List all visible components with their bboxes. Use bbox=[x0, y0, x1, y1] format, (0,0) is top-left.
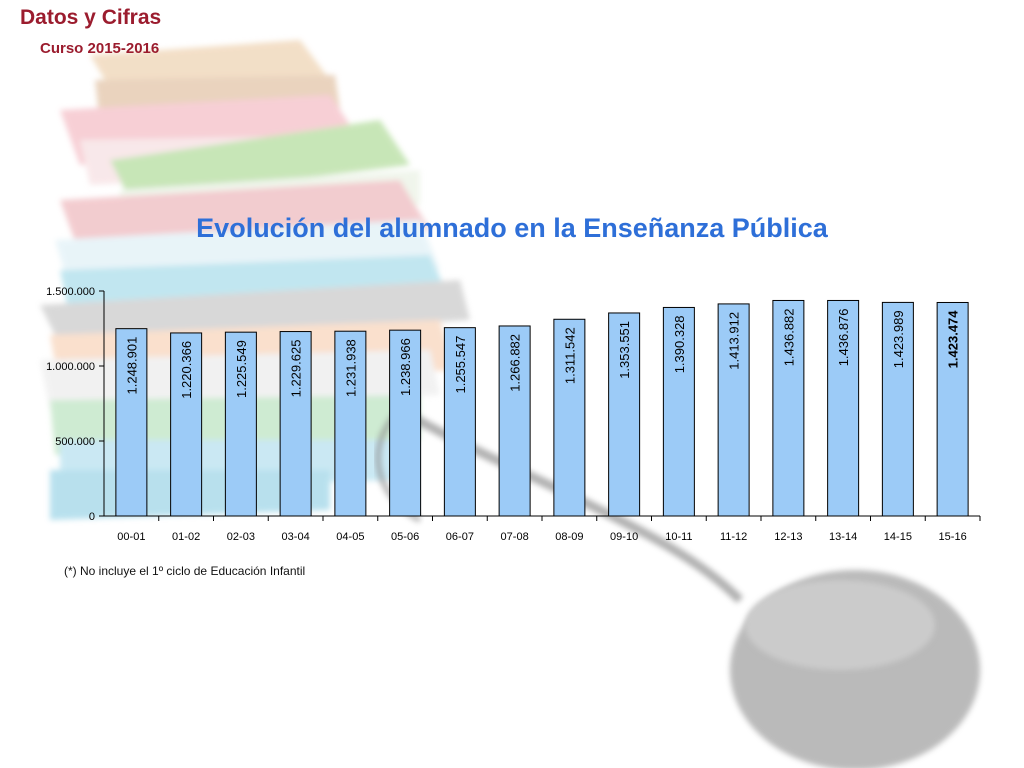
bar-05-06 bbox=[389, 329, 422, 517]
x-tick-label: 13-14 bbox=[829, 531, 857, 543]
x-tick-label: 07-08 bbox=[501, 531, 529, 543]
value-label: 1.311.542 bbox=[562, 327, 577, 384]
value-label: 1.423.989 bbox=[891, 310, 906, 368]
chart-title: Evolución del alumnado en la Enseñanza P… bbox=[196, 213, 828, 243]
bar-10-11 bbox=[662, 306, 695, 517]
x-tick-label: 03-04 bbox=[282, 531, 310, 543]
x-tick-label: 10-11 bbox=[665, 531, 692, 543]
value-label: 1.255.547 bbox=[453, 336, 468, 394]
x-tick-label: 05-06 bbox=[391, 531, 419, 543]
bar-01-02 bbox=[170, 332, 203, 517]
x-axis: 00-01 01-02 02-03 03-04 04-05 05-06 06-07 07-08… bbox=[104, 515, 981, 543]
y-tick-label: 0 bbox=[89, 511, 95, 523]
y-axis: 0 500.000 1.000.000 1.500.000 bbox=[46, 286, 105, 523]
bar-06-07 bbox=[443, 327, 476, 517]
value-label: 1.423.474 bbox=[946, 310, 961, 369]
x-tick-label: 15-16 bbox=[939, 531, 967, 543]
x-tick-label: 02-03 bbox=[227, 531, 255, 543]
bar-02-03 bbox=[224, 331, 257, 517]
bar-08-09 bbox=[553, 318, 586, 517]
bar-03-04 bbox=[279, 331, 312, 517]
value-label: 1.413.912 bbox=[727, 312, 742, 370]
x-tick-label: 11-12 bbox=[720, 531, 747, 543]
value-label: 1.436.882 bbox=[781, 308, 796, 366]
x-tick-label: 14-15 bbox=[884, 531, 912, 543]
x-tick-label: 06-07 bbox=[446, 531, 474, 543]
value-label: 1.353.551 bbox=[617, 321, 632, 379]
bar-13-14 bbox=[827, 299, 860, 517]
x-tick-label: 09-10 bbox=[610, 531, 638, 543]
header-subtitle: Curso 2015-2016 bbox=[40, 40, 160, 57]
y-tick-label: 1.000.000 bbox=[46, 361, 95, 373]
value-label: 1.229.625 bbox=[289, 340, 304, 398]
x-tick-label: 00-01 bbox=[117, 531, 145, 543]
y-tick-label: 1.500.000 bbox=[46, 286, 95, 298]
bar-07-08 bbox=[498, 325, 531, 517]
x-tick-label: 01-02 bbox=[172, 531, 200, 543]
value-labels-group: 1.248.901 1.220.366 1.225.549 1.229.625 1.23… bbox=[124, 308, 960, 398]
bars-group bbox=[115, 299, 969, 517]
bar-15-16 bbox=[936, 301, 969, 517]
footnote: (*) No incluye el 1º ciclo de Educación … bbox=[64, 564, 306, 578]
x-tick-label: 04-05 bbox=[336, 531, 364, 543]
value-label: 1.220.366 bbox=[179, 341, 194, 399]
bar-04-05 bbox=[334, 330, 367, 517]
value-label: 1.225.549 bbox=[234, 340, 249, 398]
x-tick-label: 08-09 bbox=[555, 531, 583, 543]
bar-14-15 bbox=[881, 301, 914, 517]
value-label: 1.248.901 bbox=[124, 337, 139, 395]
y-tick-label: 500.000 bbox=[55, 436, 95, 448]
bar-12-13 bbox=[772, 299, 805, 517]
bar-09-10 bbox=[608, 312, 641, 517]
header-title: Datos y Cifras bbox=[20, 6, 162, 29]
bar-00-01 bbox=[115, 328, 148, 517]
value-label: 1.266.882 bbox=[508, 334, 523, 392]
value-label: 1.231.938 bbox=[343, 339, 358, 397]
bar-11-12 bbox=[717, 303, 750, 517]
value-label: 1.390.328 bbox=[672, 315, 687, 373]
value-label: 1.238.966 bbox=[398, 338, 413, 396]
x-tick-label: 12-13 bbox=[774, 531, 802, 543]
value-label: 1.436.876 bbox=[836, 308, 851, 366]
